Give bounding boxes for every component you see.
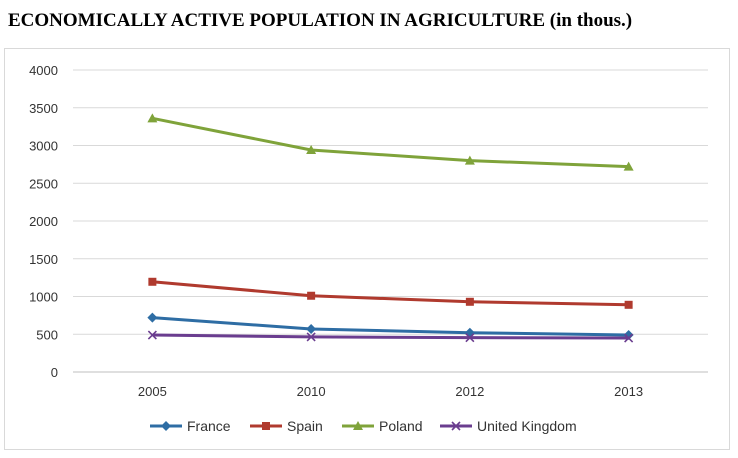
data-point-spain xyxy=(465,297,474,306)
y-tick-label: 0 xyxy=(51,365,58,380)
data-point-france xyxy=(306,323,317,334)
x-marker-stroke xyxy=(147,330,157,340)
series-line-france xyxy=(152,316,629,337)
x-tick-label: 2010 xyxy=(297,384,326,399)
x-marker-stroke xyxy=(465,333,475,343)
y-tick-label: 3500 xyxy=(29,101,58,116)
legend-label-poland: Poland xyxy=(379,418,423,434)
series-line-poland xyxy=(152,116,629,169)
y-tick-label: 1000 xyxy=(29,290,58,305)
x-tick-label: 2005 xyxy=(138,384,167,399)
y-tick-label: 1500 xyxy=(29,252,58,267)
legend-marker-united-kingdom xyxy=(451,421,461,431)
legend-marker-france xyxy=(161,421,171,431)
data-point-spain xyxy=(307,291,316,300)
x-tick-label: 2013 xyxy=(614,384,643,399)
data-point-united-kingdom xyxy=(624,333,634,343)
data-point-united-kingdom xyxy=(147,330,157,340)
y-tick-label: 2000 xyxy=(29,214,58,229)
y-tick-label: 4000 xyxy=(29,63,58,78)
x-tick-label: 2012 xyxy=(455,384,484,399)
legend-label-france: France xyxy=(187,418,231,434)
y-tick-label: 2500 xyxy=(29,176,58,191)
data-point-poland xyxy=(306,145,317,155)
data-point-poland xyxy=(147,113,158,123)
y-tick-label: 3000 xyxy=(29,139,58,154)
chart-frame xyxy=(4,48,730,450)
data-point-united-kingdom xyxy=(465,333,475,343)
data-point-poland xyxy=(464,155,475,165)
x-marker-stroke xyxy=(624,333,634,343)
data-point-spain xyxy=(148,277,157,286)
data-point-united-kingdom xyxy=(306,332,316,342)
data-point-poland xyxy=(623,161,634,171)
x-marker-stroke xyxy=(451,421,461,431)
series-line-united-kingdom xyxy=(152,333,629,340)
legend-marker-poland xyxy=(353,421,363,430)
data-point-spain xyxy=(624,300,633,309)
y-tick-label: 500 xyxy=(36,327,58,342)
legend-marker-spain xyxy=(262,422,270,430)
legend-label-united-kingdom: United Kingdom xyxy=(477,418,577,434)
legend-label-spain: Spain xyxy=(287,418,323,434)
chart-title: ECONOMICALLY ACTIVE POPULATION IN AGRICU… xyxy=(8,10,633,31)
series-line-spain xyxy=(152,280,629,307)
x-marker-stroke xyxy=(306,332,316,342)
data-point-france xyxy=(147,312,158,323)
